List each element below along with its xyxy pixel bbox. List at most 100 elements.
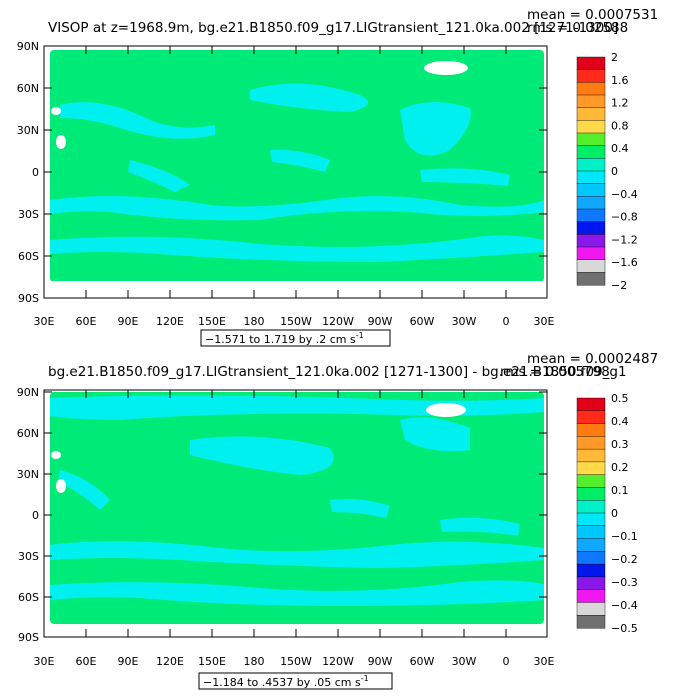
x-tick-label: 60E (76, 655, 97, 668)
y-tick-label: 90S (18, 292, 39, 305)
y-ticks-right (539, 391, 547, 638)
colorbar-swatch (576, 208, 606, 223)
x-tick-label: 30E (534, 655, 555, 668)
x-tick-label: 180 (244, 655, 265, 668)
cyan-bands (50, 395, 544, 606)
colorbar-swatch (576, 461, 606, 476)
units-superscript: -1 (361, 674, 369, 683)
x-tick-label: 60W (410, 315, 435, 328)
contour-info-box: −1.571 to 1.719 by .2 cm s-1 (200, 329, 391, 347)
svg-text:−1.571 to 1.719 by .2 cm s-1: −1.571 to 1.719 by .2 cm s-1 (205, 331, 364, 346)
y-tick-label: 60S (18, 591, 39, 604)
y-tick-label: 30S (18, 550, 39, 563)
colorbar-swatch (576, 69, 606, 83)
colorbar-swatch (576, 183, 606, 197)
units-superscript: -1 (356, 331, 364, 340)
map-plot-area (44, 390, 547, 637)
x-tick-label: 150W (280, 655, 312, 668)
colorbar-label: −0.1 (611, 530, 638, 543)
colorbar-swatch (576, 221, 606, 235)
map-plot-area (44, 46, 547, 298)
x-tick-label: 60E (76, 315, 97, 328)
y-tick-label: 60N (17, 82, 39, 95)
cyan-bands (50, 83, 544, 262)
panel-title: VISOP at z=1968.9m, bg.e21.B1850.f09_g17… (48, 20, 618, 36)
colorbar-swatch (576, 576, 606, 591)
x-tick-label: 30W (452, 655, 477, 668)
colorbar-swatch (576, 436, 606, 450)
x-tick-label: 30E (34, 315, 55, 328)
colorbar-label: −2 (611, 279, 627, 292)
y-tick-label: 0 (32, 509, 39, 522)
x-tick-label: 90E (118, 655, 139, 668)
colorbar-label: −1.6 (611, 256, 638, 269)
colorbar-label: 0.2 (611, 461, 629, 474)
panel-visop-total: VISOP at z=1968.9m, bg.e21.B1850.f09_g17… (17, 7, 658, 347)
colorbar-swatch (576, 525, 606, 540)
x-tick-label: 30E (34, 655, 55, 668)
mean-label: mean = 0.0007531 (527, 7, 658, 23)
colorbar-swatch (576, 234, 606, 248)
panel-title: bg.e21.B1850.f09_g17.LIGtransient_121.0k… (48, 364, 627, 380)
x-tick-label: 180 (244, 315, 265, 328)
y-tick-label: 30N (17, 124, 39, 137)
colorbar-swatch (576, 551, 606, 565)
colorbar-swatch (576, 94, 606, 109)
y-tick-label: 60S (18, 250, 39, 263)
colorbar-label: 1.2 (611, 97, 629, 110)
x-tick-label: 90W (368, 315, 393, 328)
colorbar-swatch (576, 500, 606, 514)
colorbar-label: 0 (611, 507, 618, 520)
x-axis: 30E 60E 90E 120E 150E 180 150W 120W 90W … (34, 390, 555, 668)
y-axis: 90N 60N 30N 0 30S 60S 90S (17, 40, 547, 305)
colorbar-label: 2 (611, 51, 618, 64)
colorbar-swatch (576, 56, 606, 71)
x-ticks (43, 390, 548, 637)
x-tick-label: 120W (322, 655, 354, 668)
y-tick-label: 0 (32, 166, 39, 179)
colorbar-label: 0.3 (611, 438, 629, 451)
y-tick-label: 90N (17, 40, 39, 53)
colorbar-label: −0.5 (611, 622, 638, 635)
colorbar-swatch (576, 423, 606, 437)
colorbar-swatch (576, 448, 606, 463)
colorbar-swatch (576, 410, 606, 425)
colorbar-label: −0.4 (611, 599, 638, 612)
colorbar-swatch (576, 259, 606, 273)
y-ticks-left (44, 45, 52, 299)
x-tick-label: 90E (118, 315, 139, 328)
x-tick-label: 120E (156, 655, 184, 668)
x-tick-label: 30W (452, 315, 477, 328)
colorbar-label: −0.3 (611, 576, 638, 589)
colorbar-swatch (576, 107, 606, 121)
panel-visop-difference: bg.e21.B1850.f09_g17.LIGtransient_121.0k… (17, 351, 658, 690)
colorbar: 0.5 0.4 0.3 0.2 0.1 0 −0.1 −0.2 −0.3 −0.4 −0.5 (576, 392, 638, 635)
rms-label: rms = 0.02588 (527, 20, 628, 36)
x-tick-label: 150W (280, 315, 312, 328)
colorbar-swatch (576, 589, 606, 603)
colorbar-label: 0 (611, 165, 618, 178)
colorbar-swatch (576, 602, 606, 616)
colorbar-label: −0.2 (611, 553, 638, 566)
x-tick-label: 90W (368, 655, 393, 668)
x-tick-label: 0 (503, 655, 510, 668)
y-tick-label: 90N (17, 386, 39, 399)
y-ticks-left (44, 391, 52, 638)
colorbar-swatch (576, 170, 606, 185)
mean-label: mean = 0.0002487 (527, 351, 658, 367)
contour-info-text: −1.184 to .4537 by .05 cm s (203, 676, 361, 689)
x-tick-label: 120W (322, 315, 354, 328)
colorbar-swatch (576, 397, 606, 412)
x-tick-label: 150E (198, 655, 226, 668)
colorbar-label: 0.4 (611, 142, 629, 155)
colorbar-swatch (576, 196, 606, 210)
colorbar-swatch (576, 474, 606, 488)
rms-label: rms = 0.005798 (500, 364, 610, 380)
colorbar-swatch (576, 538, 606, 552)
colorbar-label: 0.4 (611, 415, 629, 428)
colorbar-label: 0.1 (611, 484, 629, 497)
contour-info-text: −1.571 to 1.719 by .2 cm s (205, 333, 356, 346)
colorbar-swatch (576, 132, 606, 147)
y-tick-label: 30N (17, 468, 39, 481)
